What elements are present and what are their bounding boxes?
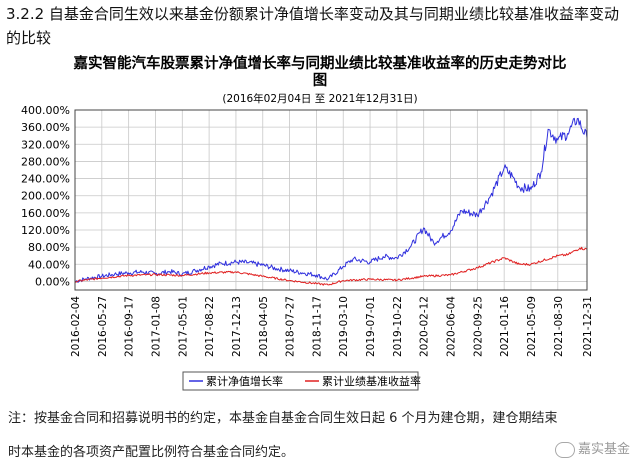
x-tick-label: 2017-05-01	[177, 296, 189, 357]
x-tick-label: 2020-09-25	[472, 296, 484, 357]
series-lines	[74, 117, 588, 286]
x-tick-label: 2016-02-04	[70, 296, 82, 357]
y-tick-label: 40.00%	[28, 258, 70, 271]
plot-frame	[74, 109, 588, 291]
x-tick-label: 2020-02-12	[419, 296, 431, 357]
y-tick-label: 360.00%	[21, 121, 70, 134]
x-tick-label: 2021-05-09	[526, 296, 538, 357]
y-tick-label: 200.00%	[21, 190, 70, 203]
y-tick-label: 80.00%	[28, 241, 70, 254]
grid-lines	[74, 109, 588, 290]
x-tick-label: 2019-07-01	[365, 296, 377, 357]
y-axis-ticks: 400.00% 360.00% 320.00% 280.00% 240.00% 200.0…	[21, 104, 70, 288]
weibo-icon	[554, 441, 575, 458]
legend-label: 累计净值增长率	[206, 374, 283, 388]
chart-title: 嘉实智能汽车股票累计净值增长率与同期业绩比较基准收益率的历史走势对比	[73, 56, 567, 72]
x-tick-label: 2020-06-04	[446, 296, 458, 357]
x-tick-label: 2021-01-16	[499, 296, 511, 357]
note-line-1: 注：按基金合同和招募说明书的约定，本基金自基金合同生效日起 6 个月为建仓期，建…	[8, 411, 558, 426]
section-title: 3.2.2 自基金合同生效以来基金份额累计净值增长率变动及其与同期业绩比较基准收…	[6, 5, 619, 47]
y-tick-label: 280.00%	[21, 155, 70, 168]
x-tick-label: 2018-04-05	[258, 296, 270, 357]
y-tick-label: 160.00%	[21, 207, 70, 220]
y-tick-label: 400.00%	[21, 104, 70, 117]
line-chart: 400.00% 360.00% 320.00% 280.00% 240.00% 200.0…	[21, 104, 594, 391]
x-tick-label: 2019-03-10	[338, 296, 350, 357]
chart-title-continued: 图	[312, 73, 328, 89]
note-line-2: 时本基金的各项资产配置比例符合基金合同约定。	[8, 445, 295, 460]
y-tick-label: 240.00%	[21, 173, 70, 186]
x-tick-label: 2016-09-17	[124, 296, 136, 357]
y-tick-label: 120.00%	[21, 224, 70, 237]
y-tick-label: 0.00%	[35, 275, 70, 288]
x-tick-label: 2017-01-08	[150, 296, 162, 357]
x-tick-label: 2018-07-27	[285, 296, 297, 357]
legend: 累计净值增长率 累计业绩基准收益率	[182, 371, 421, 391]
x-tick-label: 2021-12-31	[582, 296, 594, 357]
x-tick-label: 2017-12-13	[231, 296, 243, 357]
x-tick-label: 2021-08-30	[553, 296, 565, 357]
watermark-text: 嘉实基金	[577, 442, 630, 457]
x-axis-ticks: 2016-02-04 2016-05-27 2016-09-17 2017-01-08…	[70, 296, 594, 357]
series-line-benchmark	[74, 246, 588, 286]
x-tick-label: 2016-05-27	[97, 296, 109, 357]
x-tick-label: 2017-08-22	[204, 296, 216, 357]
legend-box	[182, 371, 419, 391]
y-tick-label: 320.00%	[21, 138, 70, 151]
x-tick-label: 2018-11-17	[311, 296, 323, 357]
watermark: 嘉实基金	[554, 438, 630, 458]
chart-subtitle: (2016年02月04日 至 2021年12月31日)	[222, 93, 418, 105]
legend-label: 累计业绩基准收益率	[322, 374, 421, 388]
x-tick-label: 2019-10-22	[392, 296, 404, 357]
series-line-nav-growth	[74, 117, 588, 283]
